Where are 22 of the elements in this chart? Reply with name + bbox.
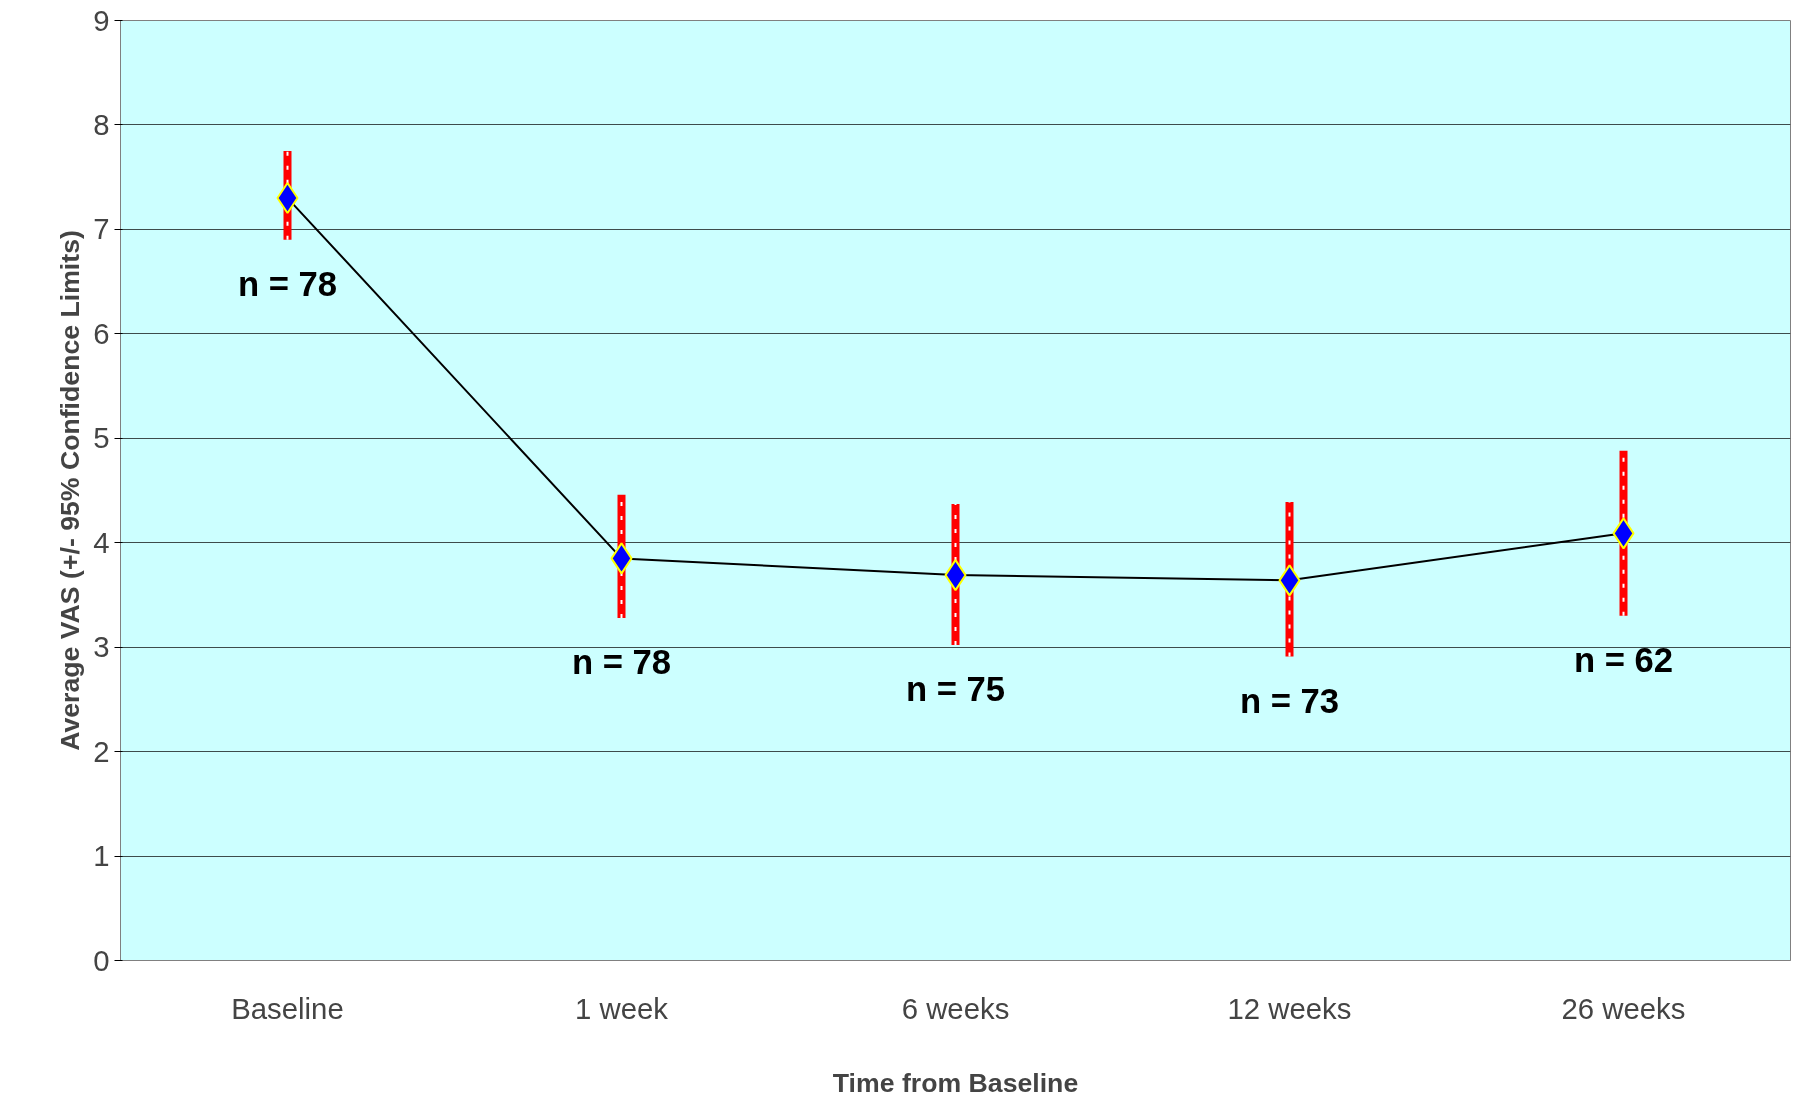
x-tick-label: 12 weeks bbox=[1227, 991, 1352, 1025]
x-axis-title: Time from Baseline bbox=[832, 1067, 1079, 1098]
y-tick-label: 0 bbox=[93, 943, 110, 977]
y-tick-label: 7 bbox=[93, 212, 110, 246]
x-tick-label: 1 week bbox=[575, 991, 669, 1025]
y-tick-label: 3 bbox=[93, 630, 110, 664]
y-tick-label: 4 bbox=[93, 525, 110, 559]
y-tick-label: 8 bbox=[93, 107, 110, 141]
x-tick-label: 26 weeks bbox=[1561, 991, 1686, 1025]
y-tick-label: 9 bbox=[93, 3, 110, 37]
x-tick-label: Baseline bbox=[231, 991, 344, 1025]
y-tick-label: 5 bbox=[93, 421, 110, 455]
y-tick-label: 1 bbox=[93, 839, 110, 873]
annotation: n = 75 bbox=[905, 670, 1006, 709]
x-tick-label: 6 weeks bbox=[901, 991, 1010, 1025]
y-tick-label: 2 bbox=[93, 734, 110, 768]
y-tick-label: 6 bbox=[93, 316, 110, 350]
annotation: n = 78 bbox=[571, 642, 672, 681]
annotation: n = 73 bbox=[1239, 681, 1340, 720]
annotation: n = 78 bbox=[237, 264, 338, 303]
annotation: n = 62 bbox=[1573, 640, 1674, 679]
y-axis-title: Average VAS (+/- 95% Confidence Limits) bbox=[55, 230, 86, 751]
